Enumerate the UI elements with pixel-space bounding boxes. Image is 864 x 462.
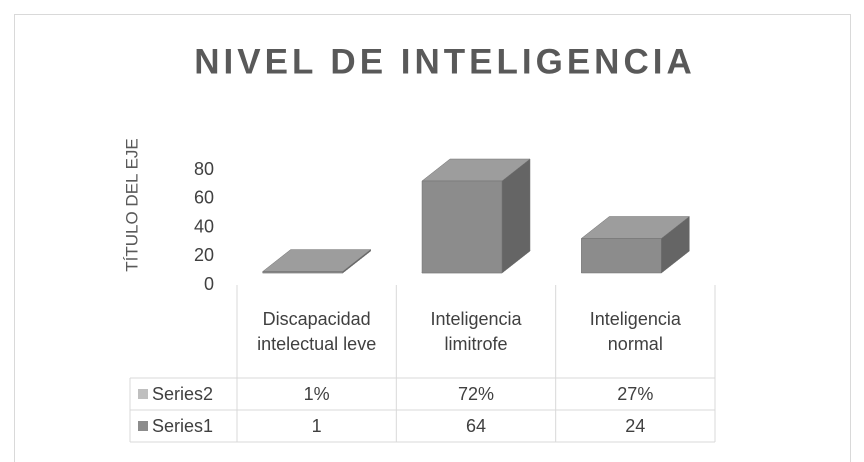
y-tick-label: 40 <box>194 216 214 236</box>
y-tick-label: 20 <box>194 245 214 265</box>
legend-label: Series1 <box>152 415 214 436</box>
data-table-value: 64 <box>465 415 486 436</box>
category-label: Inteligencia normal <box>589 308 681 354</box>
y-tick-label: 80 <box>194 159 214 179</box>
data-table-value: 24 <box>625 415 646 436</box>
legend-key <box>138 421 148 431</box>
data-table-value: 1% <box>303 383 330 404</box>
y-axis-title: TÍTULO DEL EJE <box>122 138 141 272</box>
bar-face <box>421 180 503 274</box>
y-tick-label: 0 <box>204 274 214 294</box>
category-label: Discapacidad intelectual leve <box>257 308 377 354</box>
legend-key <box>138 389 148 399</box>
bar <box>580 215 691 274</box>
category-label: Inteligencia limitrofe <box>430 308 522 354</box>
chart-title: NIVEL DE INTELIGENCIA <box>194 42 695 81</box>
bar <box>261 249 372 274</box>
data-table-value: 27% <box>617 383 654 404</box>
bar-face <box>262 271 343 274</box>
bar <box>421 158 531 274</box>
data-table-value: 1 <box>311 415 322 436</box>
bar-face <box>581 238 662 274</box>
legend-label: Series2 <box>152 383 214 404</box>
y-tick-label: 60 <box>194 188 214 208</box>
data-table-value: 72% <box>457 383 494 404</box>
